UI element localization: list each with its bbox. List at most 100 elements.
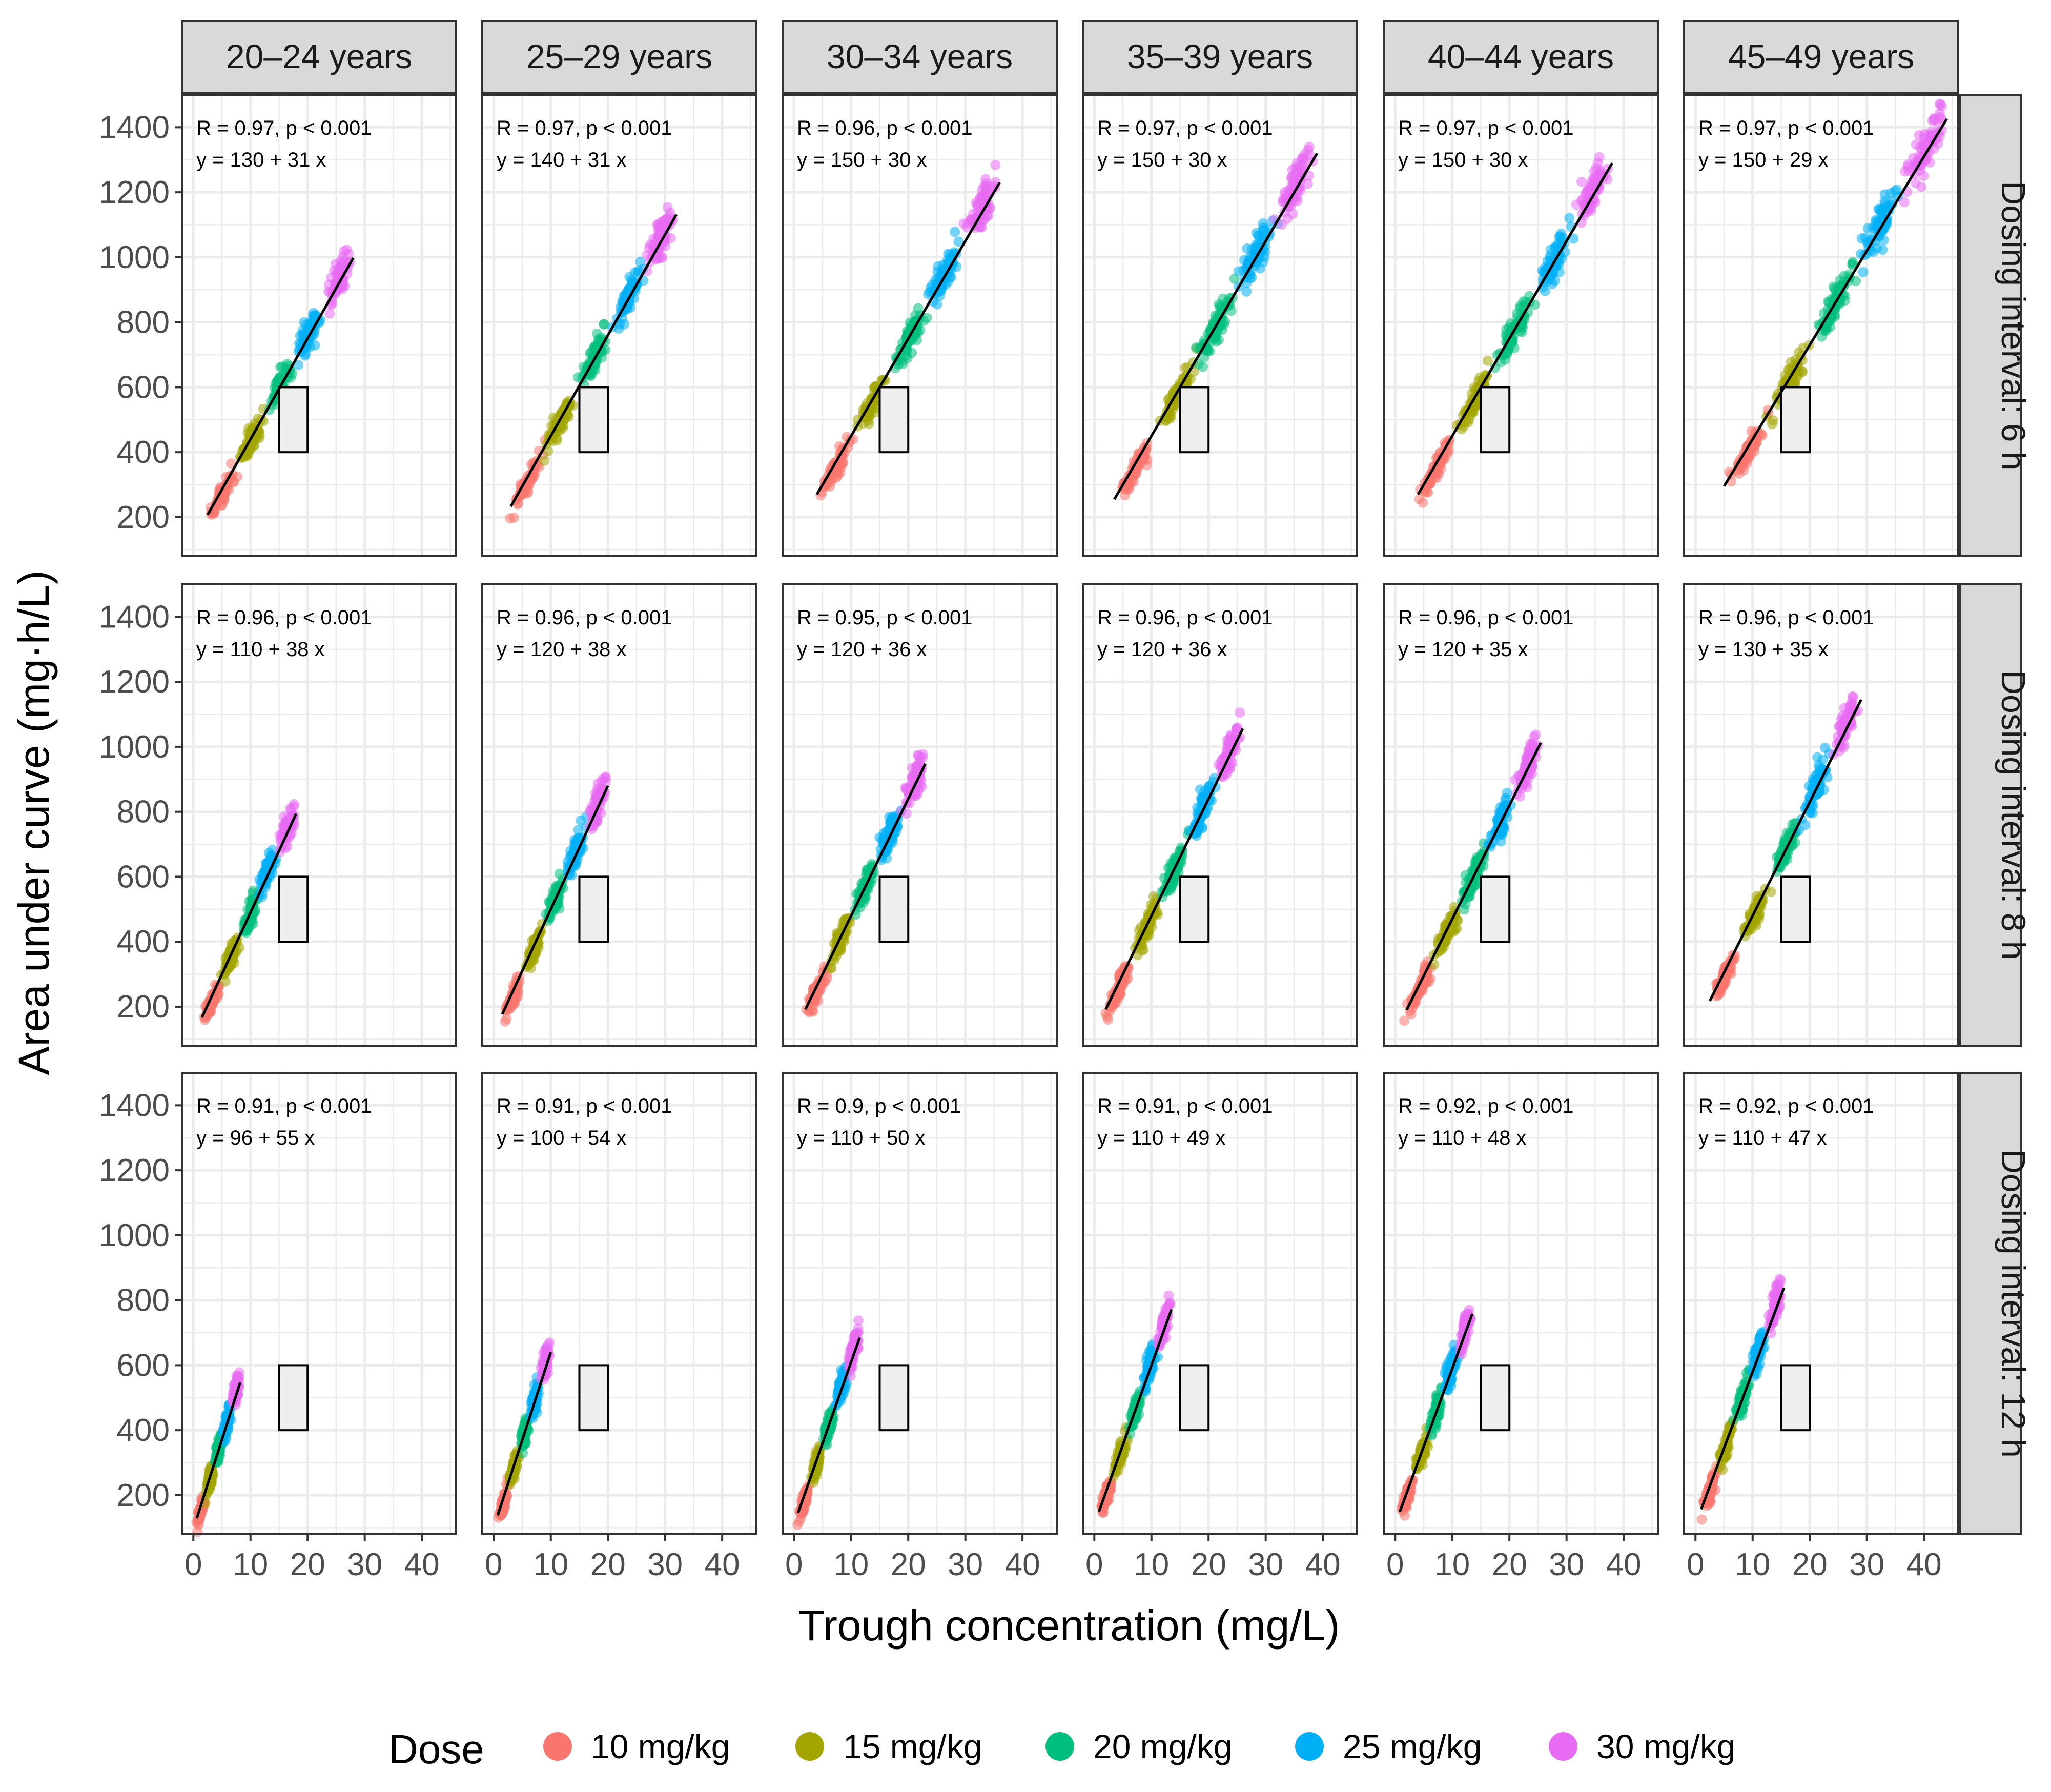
target-box: [278, 386, 309, 454]
data-point: [1482, 355, 1493, 366]
data-point: [653, 231, 663, 241]
column-strip: [782, 20, 1058, 94]
data-point: [881, 853, 892, 864]
data-point: [1406, 1009, 1417, 1020]
data-point: [289, 799, 299, 809]
data-point: [836, 458, 847, 469]
equation-label: y = 120 + 36 x: [797, 638, 927, 661]
data-point: [1881, 203, 1892, 214]
column-strip: [181, 20, 457, 94]
correlation-label: R = 0.97, p < 0.001: [1698, 117, 1874, 139]
data-point: [1495, 836, 1506, 847]
data-point: [1914, 130, 1924, 140]
data-point: [661, 217, 671, 228]
column-strip-label: 35–39 years: [1127, 37, 1313, 75]
regression-line: [815, 181, 1001, 495]
data-point: [525, 963, 536, 973]
target-box: [1179, 875, 1210, 943]
target-box: [1480, 875, 1511, 943]
facet-panel: R = 0.96, p < 0.001 y = 130 + 35 x: [1683, 583, 1959, 1047]
data-point: [293, 360, 303, 370]
row-strip: [1959, 94, 2022, 557]
data-point: [629, 267, 640, 278]
data-point: [863, 415, 873, 426]
correlation-label: R = 0.96, p < 0.001: [1698, 606, 1874, 629]
target-box: [878, 386, 910, 454]
data-point: [1576, 176, 1587, 187]
data-point: [1242, 243, 1253, 254]
data-point: [1254, 230, 1264, 241]
data-point: [1858, 267, 1869, 277]
data-point: [937, 264, 948, 275]
row-strip-label: Dosing interval: 8 h: [1995, 670, 2033, 960]
data-point: [563, 411, 574, 422]
data-point: [1502, 348, 1513, 358]
data-point: [1195, 784, 1205, 795]
target-box: [578, 386, 609, 454]
regression-line: [509, 214, 678, 507]
data-point: [599, 319, 609, 330]
equation-label: y = 140 + 31 x: [497, 149, 627, 171]
column-strip: [1082, 20, 1358, 94]
data-point: [807, 1005, 817, 1016]
panel-border: [1383, 94, 1659, 557]
data-point: [1786, 357, 1796, 368]
data-point: [950, 227, 960, 237]
data-point: [1800, 820, 1811, 830]
equation-label: y = 150 + 30 x: [797, 149, 927, 171]
target-box: [578, 875, 609, 943]
data-point: [558, 423, 568, 434]
data-point: [648, 240, 659, 251]
data-point: [1583, 185, 1593, 195]
correlation-label: R = 0.96, p < 0.001: [497, 606, 672, 629]
correlation-label: R = 0.96, p < 0.001: [196, 606, 372, 629]
data-point: [586, 371, 597, 381]
data-point: [1820, 323, 1831, 334]
data-point: [343, 249, 354, 259]
data-point: [226, 458, 236, 469]
data-point: [1292, 195, 1303, 206]
correlation-label: R = 0.96, p < 0.001: [1097, 606, 1273, 629]
data-point: [1916, 181, 1926, 192]
data-point: [953, 236, 964, 247]
data-point: [1848, 691, 1858, 702]
data-point: [1241, 286, 1252, 297]
data-point: [272, 376, 283, 386]
equation-label: y = 150 + 30 x: [1398, 149, 1528, 171]
data-point: [662, 202, 673, 213]
row-strip-label: Dosing interval: 12 h: [1995, 1149, 2033, 1458]
row-strip: [1959, 1072, 2022, 1535]
data-point: [916, 782, 927, 792]
data-point: [1529, 731, 1539, 742]
column-strip: [1683, 20, 1959, 94]
data-point: [1138, 944, 1149, 955]
panel-border: [481, 94, 757, 557]
target-box: [1480, 386, 1511, 454]
data-point: [1556, 228, 1567, 239]
data-point: [1847, 258, 1858, 269]
correlation-label: R = 0.97, p < 0.001: [1097, 117, 1273, 139]
column-strip: [1383, 20, 1659, 94]
equation-label: y = 130 + 35 x: [1698, 638, 1829, 661]
data-point: [635, 256, 646, 267]
data-point: [1474, 373, 1485, 383]
panels-layer: 20–24 years 25–29 years 30–34 years 35–39 y…: [181, 20, 2033, 1537]
column-strip-label: 40–44 years: [1428, 37, 1614, 75]
data-point: [983, 210, 994, 221]
data-point: [1564, 213, 1575, 223]
data-point: [1742, 458, 1752, 469]
regression-line: [1417, 162, 1613, 495]
data-point: [539, 455, 550, 466]
panel-border: [181, 94, 457, 557]
panel-border: [782, 94, 1058, 557]
data-point: [1591, 162, 1602, 173]
data-point: [1522, 782, 1532, 792]
data-point: [1767, 419, 1777, 430]
data-point: [1225, 732, 1236, 743]
